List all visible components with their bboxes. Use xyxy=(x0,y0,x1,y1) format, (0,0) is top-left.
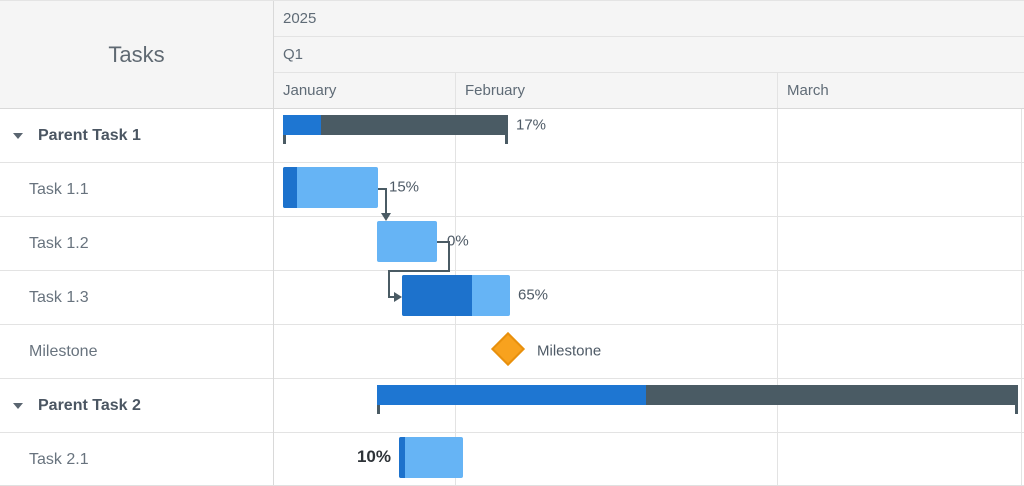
task-bar[interactable] xyxy=(283,167,378,208)
task-label: Milestone xyxy=(29,342,98,360)
month-header-february: February xyxy=(455,73,777,108)
collapse-arrow-icon[interactable] xyxy=(13,132,23,139)
grid-row-parent-task-1[interactable]: Parent Task 1 xyxy=(0,109,273,163)
timeline-header: 2025 Q1 January February March xyxy=(274,1,1024,109)
grid-row-milestone[interactable]: Milestone xyxy=(0,325,273,379)
task-bar[interactable] xyxy=(399,437,463,478)
month-header-january: January xyxy=(283,82,337,99)
task-grid-header: Tasks xyxy=(0,1,273,109)
task-bar[interactable] xyxy=(377,221,437,262)
task-label: Parent Task 2 xyxy=(38,396,141,414)
grid-row-task-1-3[interactable]: Task 1.3 xyxy=(0,271,273,325)
collapse-arrow-icon[interactable] xyxy=(13,402,23,409)
task-grid-body: Parent Task 1 Task 1.1 Task 1.2 Task 1.3 Mil… xyxy=(0,109,273,485)
task-label: Task 1.1 xyxy=(29,180,89,198)
month-header-march: March xyxy=(777,73,1024,108)
timeline-panel: 2025 Q1 January February March xyxy=(274,1,1024,485)
grid-row-parent-task-2[interactable]: Parent Task 2 xyxy=(0,379,273,433)
task-label: Task 1.2 xyxy=(29,234,89,252)
task-label: Task 1.3 xyxy=(29,288,89,306)
task-bar[interactable] xyxy=(402,275,510,316)
summary-bar[interactable] xyxy=(283,115,508,135)
task-label: Task 2.1 xyxy=(29,450,89,468)
summary-bar[interactable] xyxy=(377,385,1018,405)
timeline-scale-year: 2025 xyxy=(274,1,1024,37)
timeline-scale-quarter: Q1 xyxy=(274,37,1024,73)
grid-row-task-1-2[interactable]: Task 1.2 xyxy=(0,217,273,271)
task-grid-title: Tasks xyxy=(108,41,165,67)
grid-row-task-2-1[interactable]: Task 2.1 xyxy=(0,433,273,485)
grid-row-task-1-1[interactable]: Task 1.1 xyxy=(0,163,273,217)
task-label: Parent Task 1 xyxy=(38,126,141,144)
timeline-scale-months: January February March xyxy=(274,73,1024,109)
task-grid-panel: Tasks Parent Task 1 Task 1.1 Task 1.2 Task … xyxy=(0,1,274,485)
